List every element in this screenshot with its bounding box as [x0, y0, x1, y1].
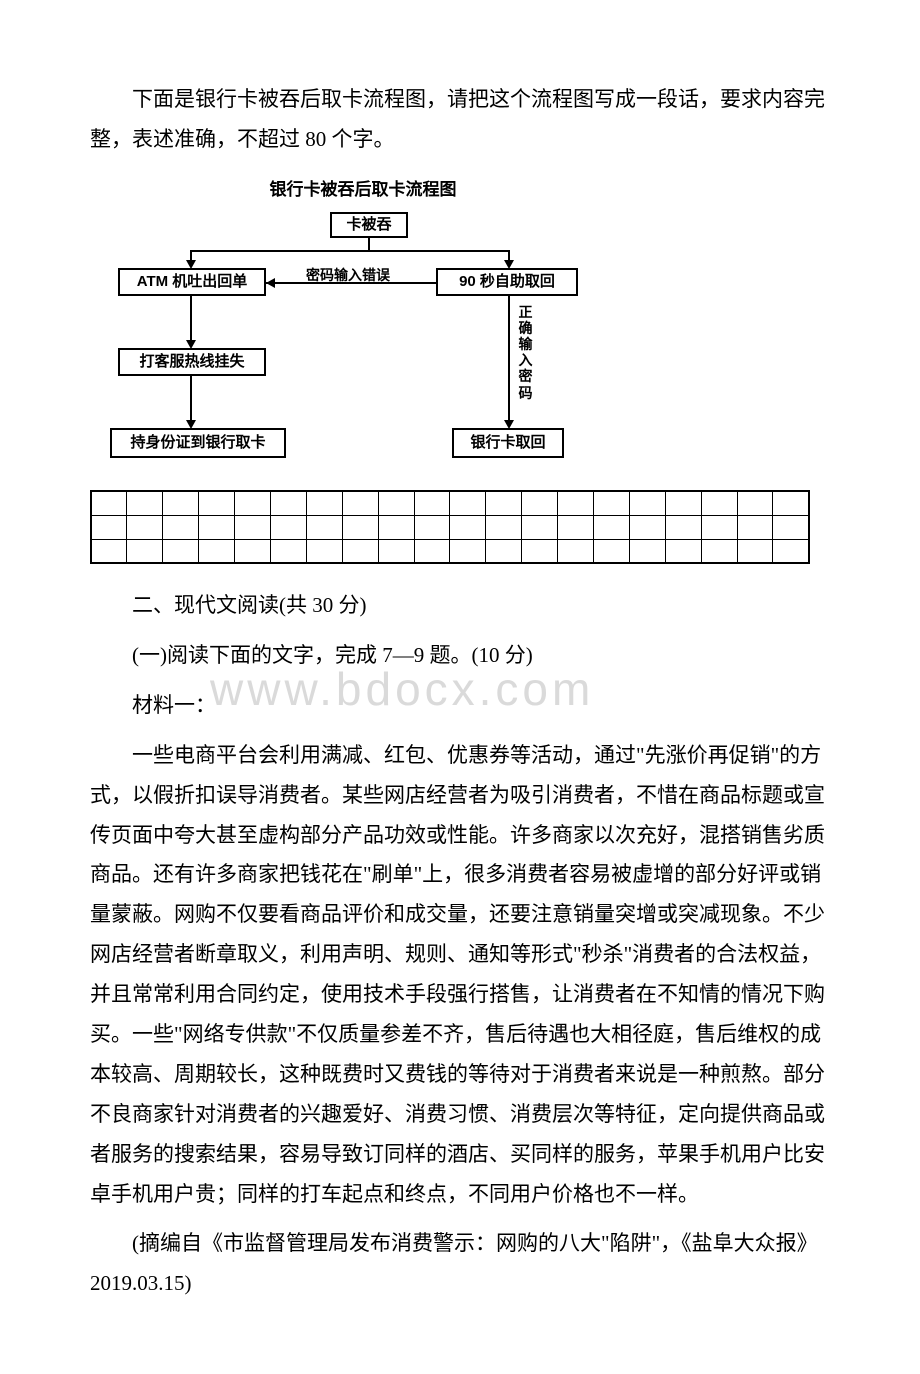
- body-paragraph: 一些电商平台会利用满减、红包、优惠券等活动，通过"先涨价再促销"的方式，以假折扣…: [90, 736, 830, 1215]
- answer-cell: [91, 539, 127, 563]
- material-label: 材料一：: [90, 686, 830, 726]
- answer-cell: [163, 539, 199, 563]
- answer-cell: [665, 515, 701, 539]
- answer-cell: [199, 491, 235, 515]
- answer-cell: [486, 539, 522, 563]
- flow-node-card-back: 银行卡取回: [452, 428, 564, 458]
- answer-cell: [737, 539, 773, 563]
- answer-cell: [306, 515, 342, 539]
- flow-label-correct-pin: 正确输入密码: [518, 304, 533, 401]
- answer-cell: [378, 539, 414, 563]
- arrow-left-icon: [266, 278, 275, 288]
- answer-cell: [378, 491, 414, 515]
- answer-cell: [342, 515, 378, 539]
- answer-cell: [701, 515, 737, 539]
- flow-line: [508, 296, 510, 422]
- answer-cell: [629, 515, 665, 539]
- answer-cell: [773, 491, 809, 515]
- answer-cell: [127, 491, 163, 515]
- flow-node-id-pickup: 持身份证到银行取卡: [110, 428, 286, 458]
- answer-cell: [593, 539, 629, 563]
- flow-node-hotline: 打客服热线挂失: [118, 348, 266, 376]
- document-page: 下面是银行卡被吞后取卡流程图，请把这个流程图写成一段话，要求内容完整，表述准确，…: [90, 80, 830, 1304]
- answer-cell: [450, 491, 486, 515]
- answer-cell: [701, 491, 737, 515]
- answer-cell: [127, 539, 163, 563]
- answer-cell: [235, 539, 271, 563]
- answer-cell: [163, 491, 199, 515]
- citation-paragraph: (摘编自《市监督管理局发布消费警示：网购的八大"陷阱"，《盐阜大众报》2019.…: [90, 1224, 830, 1304]
- answer-cell: [127, 515, 163, 539]
- answer-cell: [773, 539, 809, 563]
- flow-line: [368, 238, 370, 250]
- answer-cell: [235, 491, 271, 515]
- answer-cell: [486, 515, 522, 539]
- answer-cell: [91, 515, 127, 539]
- sub-heading: (一)阅读下面的文字，完成 7—9 题。(10 分): [90, 636, 830, 676]
- answer-cell: [593, 491, 629, 515]
- answer-cell: [522, 491, 558, 515]
- answer-cell: [414, 515, 450, 539]
- answer-cell: [235, 515, 271, 539]
- answer-cell: [486, 491, 522, 515]
- answer-cell: [270, 491, 306, 515]
- answer-cell: [414, 491, 450, 515]
- answer-cell: [629, 539, 665, 563]
- answer-grid: [90, 490, 810, 564]
- flow-node-90s-self: 90 秒自助取回: [436, 268, 578, 296]
- answer-cell: [737, 515, 773, 539]
- answer-cell: [522, 515, 558, 539]
- answer-cell: [558, 491, 594, 515]
- answer-cell: [378, 515, 414, 539]
- flowchart-container: 银行卡被吞后取卡流程图 卡被吞 ATM 机吐出回单 90 秒自助取回 密码输入错…: [90, 174, 830, 472]
- answer-cell: [558, 515, 594, 539]
- answer-cell: [701, 539, 737, 563]
- answer-cell: [306, 539, 342, 563]
- flow-node-atm-receipt: ATM 机吐出回单: [118, 268, 266, 296]
- answer-cell: [450, 539, 486, 563]
- intro-paragraph: 下面是银行卡被吞后取卡流程图，请把这个流程图写成一段话，要求内容完整，表述准确，…: [90, 80, 830, 160]
- flowchart: 卡被吞 ATM 机吐出回单 90 秒自助取回 密码输入错误 打客服热线挂失 持身…: [118, 212, 608, 472]
- answer-cell: [593, 515, 629, 539]
- answer-cell: [306, 491, 342, 515]
- flow-line: [190, 376, 192, 422]
- answer-cell: [665, 539, 701, 563]
- flow-node-start: 卡被吞: [330, 212, 408, 238]
- answer-cell: [342, 539, 378, 563]
- answer-cell: [522, 539, 558, 563]
- answer-cell: [629, 491, 665, 515]
- answer-cell: [450, 515, 486, 539]
- answer-cell: [199, 515, 235, 539]
- answer-cell: [270, 539, 306, 563]
- answer-cell: [199, 539, 235, 563]
- answer-cell: [163, 515, 199, 539]
- flow-line: [190, 250, 510, 252]
- answer-cell: [91, 491, 127, 515]
- flow-label-wrong-pin: 密码输入错误: [306, 262, 390, 289]
- answer-cell: [665, 491, 701, 515]
- flowchart-title: 银行卡被吞后取卡流程图: [118, 174, 608, 206]
- answer-cell: [342, 491, 378, 515]
- answer-cell: [773, 515, 809, 539]
- answer-cell: [270, 515, 306, 539]
- flow-line: [190, 296, 192, 342]
- answer-cell: [737, 491, 773, 515]
- section-heading: 二、现代文阅读(共 30 分): [90, 586, 830, 626]
- answer-cell: [414, 539, 450, 563]
- answer-cell: [558, 539, 594, 563]
